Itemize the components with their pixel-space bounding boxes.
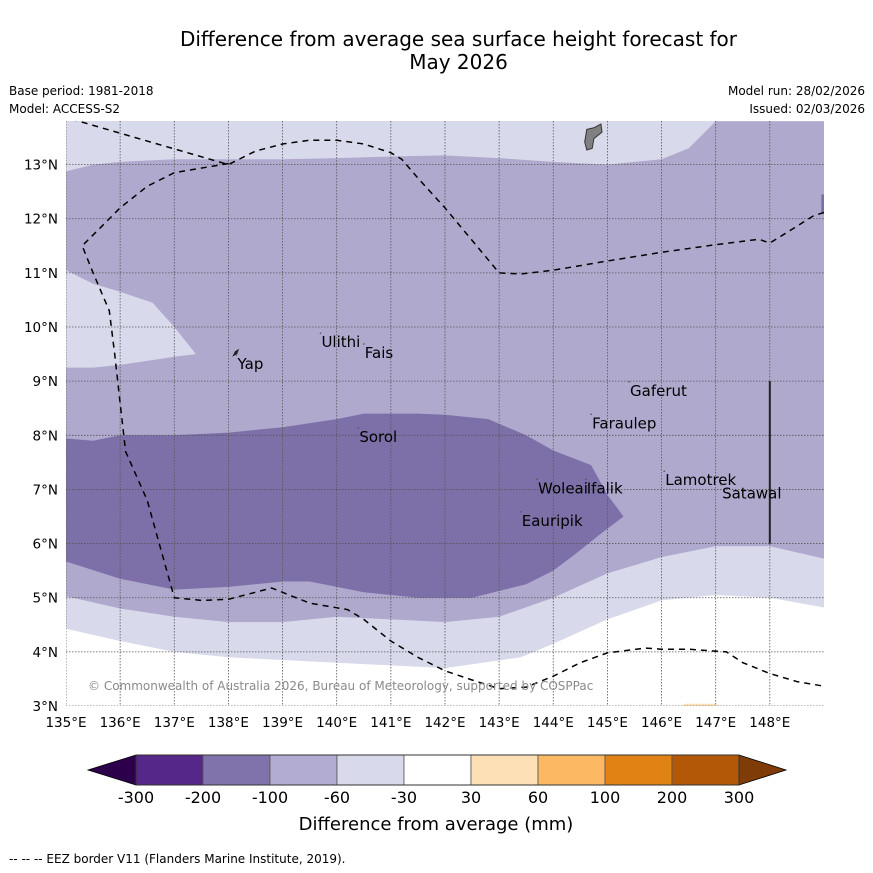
longitude-tick-labels: 135°E 136°E 137°E 138°E 139°E 140°E 141°E 142°E… bbox=[45, 715, 790, 731]
title-line-2: May 2026 bbox=[409, 50, 508, 74]
longitude-tick-label: 137°E bbox=[154, 715, 195, 731]
colorbar-tick-label: 200 bbox=[657, 788, 688, 807]
latitude-tick-label: 11°N bbox=[24, 266, 58, 282]
latitude-tick-label: 10°N bbox=[24, 320, 58, 336]
latitude-tick-label: 6°N bbox=[33, 537, 58, 553]
colorbar-tick-label: -300 bbox=[118, 788, 154, 807]
place-label-woleai: Woleai bbox=[538, 479, 588, 497]
colorbar-tick-label: 30 bbox=[461, 788, 481, 807]
place-marker bbox=[357, 427, 360, 429]
longitude-tick-label: 139°E bbox=[262, 715, 303, 731]
east-edge-island-land bbox=[821, 194, 824, 215]
colorbar-outline bbox=[135, 754, 740, 786]
colorbar-bin bbox=[202, 754, 271, 786]
place-marker bbox=[519, 511, 522, 513]
colorbar-under-arrow bbox=[86, 754, 137, 786]
place-label-yap: Yap bbox=[237, 355, 264, 373]
colorbar-tick-labels: -300 -200 -100 -60 -30 30 60 100 200 300 bbox=[118, 788, 754, 807]
yap-island-land bbox=[232, 348, 240, 357]
anomaly-band-200-100 bbox=[66, 413, 624, 598]
eez-border-line-south bbox=[81, 162, 824, 690]
colorbar-title: Difference from average (mm) bbox=[299, 814, 574, 835]
longitude-tick-label: 140°E bbox=[316, 715, 357, 731]
colorbar bbox=[86, 754, 788, 786]
latitude-tick-labels: 3°N 4°N 5°N 6°N 7°N 8°N 9°N 10°N 11°N 12°N 13°N bbox=[24, 158, 58, 715]
place-label-gaferut: Gaferut bbox=[630, 382, 687, 400]
base-period: Base period: 1981-2018 bbox=[9, 84, 154, 98]
colorbar-bin bbox=[470, 754, 539, 786]
colorbar-over-arrow bbox=[738, 754, 788, 786]
longitude-tick-label: 142°E bbox=[424, 715, 465, 731]
place-label-faraulep: Faraulep bbox=[592, 414, 656, 432]
copyright-notice: © Commonwealth of Australia 2026, Bureau… bbox=[88, 679, 593, 693]
latitude-tick-label: 3°N bbox=[33, 699, 58, 715]
chart-title: Difference from average sea surface heig… bbox=[0, 28, 873, 74]
longitude-tick-label: 143°E bbox=[479, 715, 520, 731]
colorbar-bin bbox=[135, 754, 204, 786]
place-marker bbox=[362, 343, 365, 345]
latitude-tick-label: 7°N bbox=[33, 482, 58, 498]
colorbar-bin bbox=[537, 754, 606, 786]
colorbar-tick-label: 300 bbox=[724, 788, 755, 807]
anomaly-band-60-30-west-patch bbox=[66, 270, 196, 368]
place-marker bbox=[235, 353, 238, 356]
longitude-tick-label: 145°E bbox=[587, 715, 628, 731]
graticule-gridlines bbox=[66, 121, 824, 706]
place-label-eauripik: Eauripik bbox=[522, 512, 583, 530]
longitude-tick-label: 144°E bbox=[533, 715, 574, 731]
place-marker bbox=[319, 332, 322, 334]
place-labels: Yap Ulithi Fais Gaferut Faraulep Sorol WoleaiI… bbox=[235, 332, 782, 530]
place-marker bbox=[590, 413, 592, 416]
colorbar-bin bbox=[604, 754, 673, 786]
longitude-tick-label: 148°E bbox=[749, 715, 790, 731]
anomaly-patch-positive bbox=[680, 703, 722, 706]
colorbar-bin bbox=[671, 754, 740, 786]
place-marker bbox=[628, 381, 630, 383]
place-label-sorol: Sorol bbox=[359, 428, 397, 446]
latitude-tick-label: 13°N bbox=[24, 158, 58, 174]
title-line-1: Difference from average sea surface heig… bbox=[179, 27, 738, 51]
colorbar-tick-label: -200 bbox=[185, 788, 221, 807]
latitude-tick-label: 8°N bbox=[33, 428, 58, 444]
colorbar-tick-label: 100 bbox=[590, 788, 621, 807]
eez-footnote: -- -- -- EEZ border V11 (Flanders Marine… bbox=[9, 852, 346, 866]
place-label-ulithi: Ulithi bbox=[321, 333, 360, 351]
place-label-fais: Fais bbox=[365, 344, 394, 362]
latitude-tick-label: 9°N bbox=[33, 374, 58, 390]
place-label-lamotrek: Lamotrek bbox=[665, 471, 736, 489]
guam-island-land bbox=[584, 123, 603, 151]
longitude-tick-label: 141°E bbox=[370, 715, 411, 731]
eez-border-line bbox=[75, 121, 824, 275]
place-label-ifalik: Ifalik bbox=[587, 479, 623, 497]
model-run: Model run: 28/02/2026 bbox=[727, 84, 865, 98]
place-label-satawal: Satawal bbox=[722, 485, 781, 503]
colorbar-bin bbox=[269, 754, 338, 786]
place-marker bbox=[663, 470, 666, 472]
longitude-tick-label: 147°E bbox=[695, 715, 736, 731]
latitude-tick-label: 12°N bbox=[24, 212, 58, 228]
place-marker bbox=[584, 478, 587, 481]
place-marker bbox=[536, 478, 538, 481]
longitude-tick-label: 135°E bbox=[45, 715, 86, 731]
longitude-tick-label: 136°E bbox=[100, 715, 141, 731]
colorbar-tick-label: -100 bbox=[252, 788, 288, 807]
longitude-tick-label: 138°E bbox=[208, 715, 249, 731]
colorbar-bin bbox=[403, 754, 472, 786]
longitude-tick-label: 146°E bbox=[641, 715, 682, 731]
place-marker bbox=[720, 483, 722, 486]
colorbar-tick-label: -30 bbox=[391, 788, 417, 807]
issued-date: Issued: 02/03/2026 bbox=[749, 102, 865, 116]
colorbar-tick-label: 60 bbox=[528, 788, 548, 807]
meta-right: Model run: 28/02/2026 Issued: 02/03/2026 bbox=[728, 82, 865, 118]
colorbar-tick-label: -60 bbox=[324, 788, 350, 807]
colorbar-bin bbox=[336, 754, 405, 786]
model-name: Model: ACCESS-S2 bbox=[9, 102, 121, 116]
meta-left: Base period: 1981-2018 Model: ACCESS-S2 bbox=[9, 82, 154, 118]
latitude-tick-label: 4°N bbox=[33, 645, 58, 661]
map-area: Yap Ulithi Fais Gaferut Faraulep Sorol WoleaiI… bbox=[66, 121, 824, 706]
latitude-tick-label: 5°N bbox=[33, 591, 58, 607]
